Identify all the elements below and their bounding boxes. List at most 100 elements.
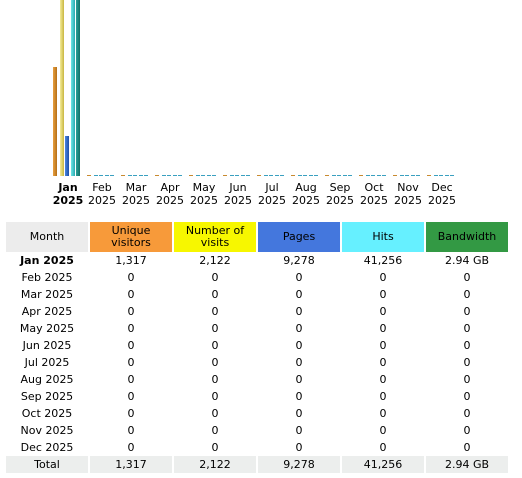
monthly-history-chart: Jan2025Feb2025Mar2025Apr2025May2025Jun20… — [53, 0, 456, 207]
row-visits: 0 — [211, 322, 219, 335]
row-month: Jan 2025 — [20, 254, 74, 267]
monthly-stats-table: Month Unique visitors Number of visits P… — [4, 222, 510, 473]
bar-hits-jul — [275, 175, 279, 176]
row-month: Jun 2025 — [22, 339, 72, 352]
row-pages: 0 — [295, 356, 303, 369]
tick-label-year: 2025 — [190, 194, 218, 207]
bar-unique_visitors-feb — [87, 175, 91, 176]
row-month: Feb 2025 — [21, 271, 73, 284]
header-unique-line2: visitors — [111, 236, 151, 249]
row-bandwidth: 0 — [463, 441, 471, 454]
row-visits: 0 — [211, 339, 219, 352]
row-bandwidth: 2.94 GB — [444, 254, 490, 267]
row-pages: 0 — [295, 407, 303, 420]
row-hits: 0 — [379, 424, 387, 437]
table-row: Dec 2025 0 0 0 0 0 — [6, 439, 508, 456]
bar-pages-dec — [439, 175, 443, 176]
header-pages: Pages — [258, 222, 340, 252]
row-hits: 41,256 — [363, 254, 403, 267]
row-unique: 0 — [127, 271, 135, 284]
bar-hits-dec — [445, 175, 449, 176]
bar-unique_visitors-mar — [121, 175, 125, 176]
tick-label-month: Jun — [228, 181, 246, 194]
header-visits: Number of visits — [174, 222, 256, 252]
row-unique: 0 — [127, 424, 135, 437]
row-bandwidth: 0 — [463, 390, 471, 403]
row-month: May 2025 — [19, 322, 75, 335]
table-row: Oct 2025 0 0 0 0 0 — [6, 405, 508, 422]
row-hits: 0 — [379, 407, 387, 420]
row-visits: 0 — [211, 305, 219, 318]
bar-pages-jan — [65, 136, 69, 176]
bar-pages-may — [201, 175, 205, 176]
row-bandwidth: 0 — [463, 339, 471, 352]
tick-label-month: Sep — [330, 181, 351, 194]
tick-label-year: 2025 — [53, 194, 84, 207]
header-unique-visitors: Unique visitors — [90, 222, 172, 252]
row-unique: 0 — [127, 288, 135, 301]
bar-hits-jan — [71, 0, 75, 176]
bar-unique_visitors-aug — [291, 175, 295, 176]
table-row: Apr 2025 0 0 0 0 0 — [6, 303, 508, 320]
header-visits-line2: visits — [200, 236, 230, 249]
bar-visits-may — [196, 175, 200, 176]
tick-label-year: 2025 — [122, 194, 150, 207]
tick-label-year: 2025 — [258, 194, 286, 207]
tick-label-month: May — [193, 181, 216, 194]
bar-visits-aug — [298, 175, 302, 176]
row-pages: 0 — [295, 339, 303, 352]
row-pages: 0 — [295, 271, 303, 284]
row-pages: 9,278 — [283, 254, 315, 267]
bar-bandwidth-may — [212, 175, 216, 176]
bar-bandwidth-aug — [314, 175, 318, 176]
header-visits-line1: Number of — [185, 224, 245, 237]
header-bandwidth: Bandwidth — [426, 222, 508, 252]
table-row: Feb 2025 0 0 0 0 0 — [6, 269, 508, 286]
bar-unique_visitors-jul — [257, 175, 261, 176]
row-unique: 0 — [127, 441, 135, 454]
row-bandwidth: 0 — [463, 407, 471, 420]
bar-pages-nov — [405, 175, 409, 176]
row-hits: 0 — [379, 373, 387, 386]
tick-label-year: 2025 — [292, 194, 320, 207]
bar-pages-sep — [337, 175, 341, 176]
bar-visits-oct — [366, 175, 370, 176]
row-hits: 0 — [379, 356, 387, 369]
row-visits: 0 — [211, 288, 219, 301]
row-bandwidth: 0 — [463, 356, 471, 369]
bar-unique_visitors-oct — [359, 175, 363, 176]
row-pages: 0 — [295, 424, 303, 437]
bar-bandwidth-apr — [178, 175, 182, 176]
row-pages: 0 — [295, 441, 303, 454]
bar-bandwidth-mar — [144, 175, 148, 176]
tick-label-month: Dec — [431, 181, 452, 194]
bar-bandwidth-jan — [76, 0, 80, 176]
total-unique: 1,317 — [90, 456, 172, 473]
row-visits: 0 — [211, 356, 219, 369]
bar-pages-jun — [235, 175, 239, 176]
row-month: Mar 2025 — [20, 288, 74, 301]
bar-visits-apr — [162, 175, 166, 176]
bar-bandwidth-jul — [280, 175, 284, 176]
table-row: Aug 2025 0 0 0 0 0 — [6, 371, 508, 388]
row-visits: 0 — [211, 441, 219, 454]
tick-label-year: 2025 — [394, 194, 422, 207]
tick-label-month: Feb — [92, 181, 111, 194]
row-visits: 0 — [211, 271, 219, 284]
row-month: Sep 2025 — [20, 390, 74, 403]
row-pages: 0 — [295, 390, 303, 403]
table-row: Sep 2025 0 0 0 0 0 — [6, 388, 508, 405]
row-month: Dec 2025 — [20, 441, 74, 454]
bar-bandwidth-oct — [382, 175, 386, 176]
bar-unique_visitors-nov — [393, 175, 397, 176]
bar-visits-mar — [128, 175, 132, 176]
tick-label-month: Aug — [295, 181, 316, 194]
row-pages: 0 — [295, 288, 303, 301]
total-label: Total — [6, 456, 88, 473]
bar-pages-oct — [371, 175, 375, 176]
row-hits: 0 — [379, 271, 387, 284]
table-row: Jun 2025 0 0 0 0 0 — [6, 337, 508, 354]
header-hits: Hits — [342, 222, 424, 252]
row-visits: 0 — [211, 407, 219, 420]
bar-unique_visitors-apr — [155, 175, 159, 176]
